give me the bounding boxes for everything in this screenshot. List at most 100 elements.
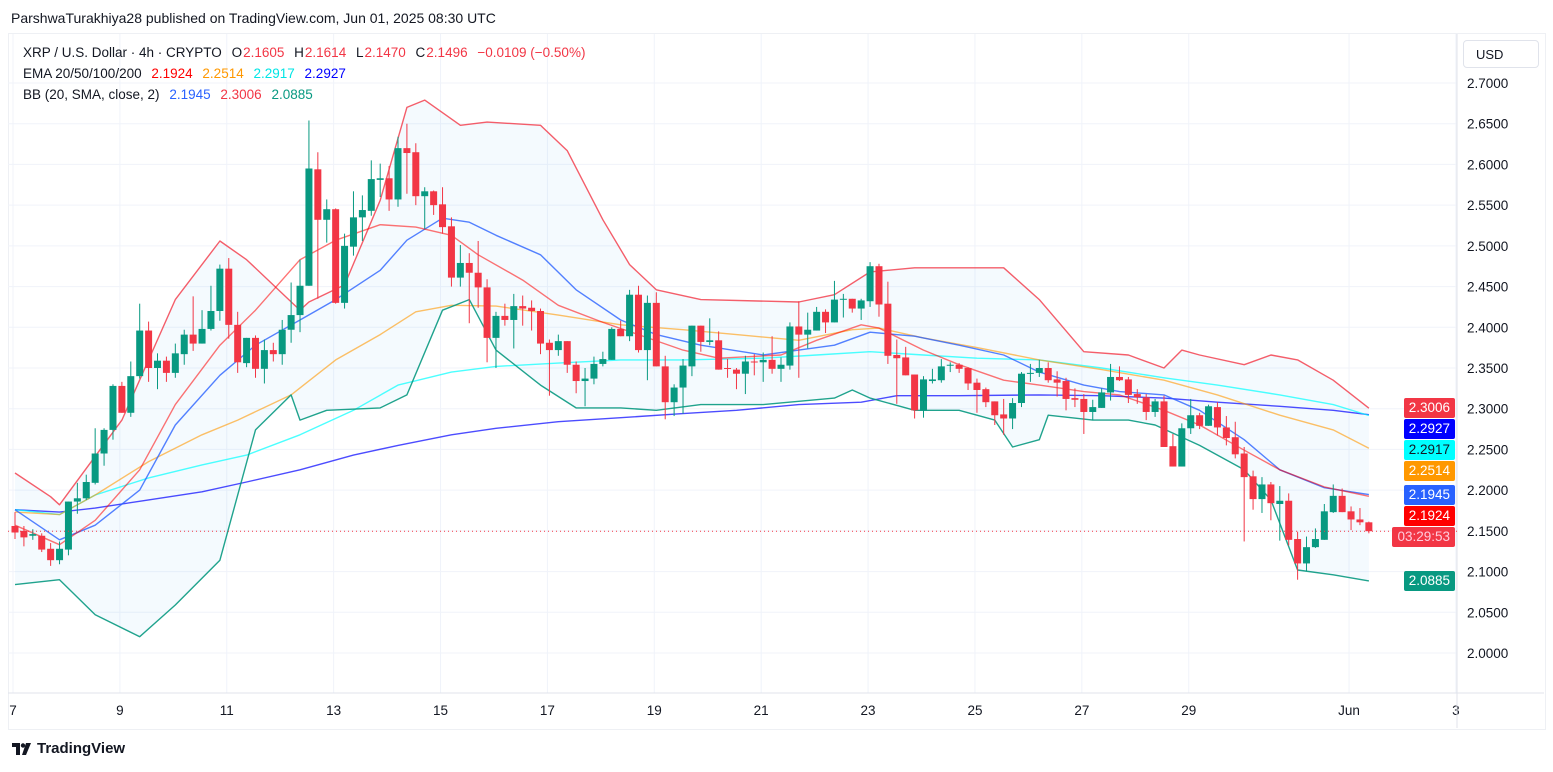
tradingview-logo[interactable]: TradingView <box>12 740 125 757</box>
candle-body <box>528 307 536 312</box>
candle-body <box>554 341 562 351</box>
candle <box>1169 433 1177 467</box>
ema-legend[interactable]: EMA 20/50/100/200 2.1924 2.2514 2.2917 2… <box>23 66 352 81</box>
candle <box>260 339 268 384</box>
candle-body <box>456 262 464 278</box>
candle-body <box>937 366 945 381</box>
ema200-price-label: 2.2927 <box>1403 419 1455 440</box>
candle-body <box>608 328 616 360</box>
candle-body <box>795 326 803 335</box>
candle-body <box>670 387 678 403</box>
candle-body <box>1347 511 1355 520</box>
bb-lower-line <box>14 298 1370 638</box>
candle-body <box>278 329 286 355</box>
y-tick-label: 2.1500 <box>1467 524 1508 539</box>
candle <box>920 376 928 418</box>
candle <box>1080 394 1088 434</box>
candle <box>830 280 838 323</box>
candle-body <box>162 360 170 373</box>
candle-body <box>1124 379 1132 395</box>
candle <box>599 351 607 367</box>
ema100-price-label: 2.2917 <box>1403 440 1455 461</box>
candle <box>554 334 562 356</box>
candle-body <box>1240 453 1248 478</box>
candle <box>1303 536 1311 571</box>
candle-body <box>982 389 990 403</box>
candle <box>296 259 304 333</box>
candle <box>839 293 847 318</box>
candle <box>1347 506 1355 531</box>
candle <box>180 329 188 365</box>
candle <box>1320 503 1328 540</box>
candle <box>225 258 233 339</box>
candle-body <box>430 191 438 206</box>
candle <box>1000 398 1008 435</box>
candle <box>118 381 126 413</box>
candle <box>501 303 509 326</box>
candle-body <box>260 350 268 369</box>
candle <box>777 357 785 382</box>
candle-body <box>118 385 126 413</box>
candle-body <box>715 340 723 370</box>
x-tick-label: 27 <box>1074 703 1089 718</box>
tradingview-logo-icon <box>12 742 31 755</box>
candle-body <box>91 453 99 483</box>
candle <box>964 367 972 390</box>
candle <box>1276 486 1284 541</box>
candle-body <box>358 210 366 218</box>
ema20-line <box>14 224 1370 546</box>
candle-body <box>545 342 553 351</box>
candle-body <box>349 217 357 247</box>
candle-body <box>56 548 64 561</box>
candle-body <box>804 329 812 335</box>
candle <box>100 428 108 466</box>
candle-body <box>911 374 919 411</box>
candle <box>795 301 803 378</box>
candle <box>234 311 242 373</box>
candle-body <box>154 360 162 369</box>
candle <box>661 355 669 420</box>
candle-body <box>47 548 55 561</box>
bb-legend[interactable]: BB (20, SMA, close, 2) 2.1945 2.3006 2.0… <box>23 87 319 102</box>
candle <box>341 233 349 309</box>
candle <box>421 187 429 229</box>
y-tick-label: 2.0000 <box>1467 646 1508 661</box>
candle-body <box>768 359 776 369</box>
currency-button[interactable]: USD <box>1463 40 1539 68</box>
candle <box>56 541 64 565</box>
candle-body <box>679 365 687 388</box>
candle-body <box>706 340 714 342</box>
candle <box>376 163 384 198</box>
candle-body <box>1196 415 1204 426</box>
candle <box>590 356 598 385</box>
candle-body <box>403 148 411 154</box>
ema50-line <box>14 304 1370 516</box>
candle-body <box>465 262 473 273</box>
change-value: −0.0109 (−0.50%) <box>477 45 586 60</box>
candle-body <box>1294 539 1302 564</box>
x-tick-label: 15 <box>433 703 448 718</box>
close-value: 2.1496 <box>426 45 468 60</box>
candle-body <box>1160 401 1168 447</box>
candle <box>82 474 90 500</box>
candle-body <box>225 268 233 325</box>
candle-body <box>216 268 224 312</box>
candle <box>38 533 46 553</box>
symbol-legend[interactable]: XRP / U.S. Dollar · 4h · CRYPTO O2.1605 … <box>23 45 591 60</box>
candle <box>358 195 366 241</box>
candle-body <box>305 168 313 286</box>
candle-body <box>439 204 447 228</box>
candle-body <box>991 401 999 416</box>
candle-body <box>171 353 179 373</box>
candle-body <box>741 361 749 374</box>
candle-body <box>1338 495 1346 513</box>
candle <box>1017 372 1025 408</box>
candle-body <box>697 325 705 342</box>
candle <box>323 199 331 243</box>
candle <box>1107 363 1115 401</box>
candle-body <box>1276 500 1284 504</box>
candle-body <box>323 209 331 220</box>
y-tick-label: 2.2500 <box>1467 442 1508 457</box>
candle <box>1285 493 1293 546</box>
